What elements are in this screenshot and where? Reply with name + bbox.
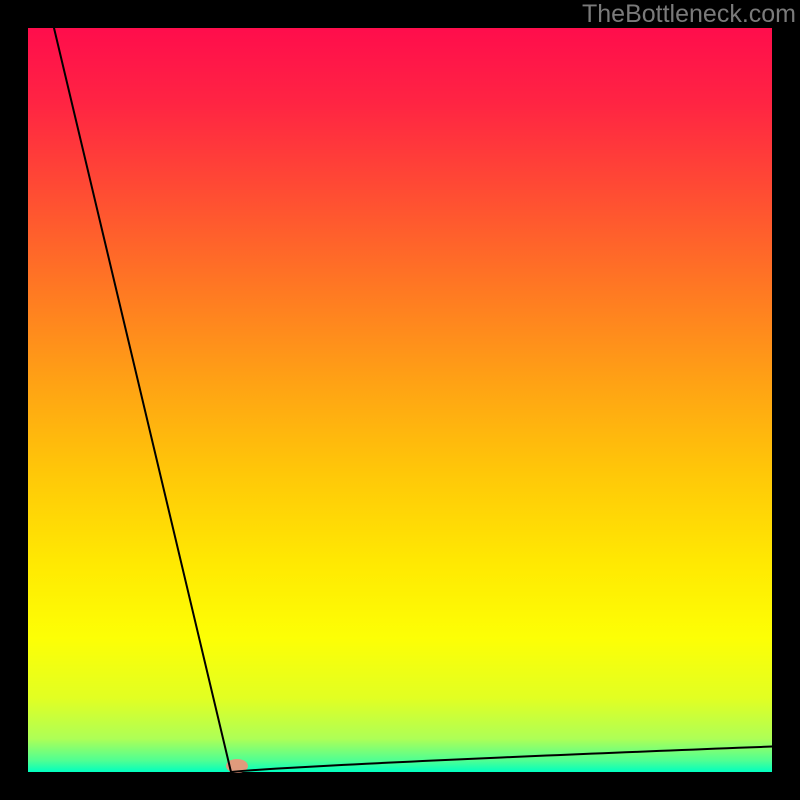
plot-background [28,28,772,772]
bottleneck-curve-chart [0,0,800,800]
watermark-text: TheBottleneck.com [582,0,796,29]
